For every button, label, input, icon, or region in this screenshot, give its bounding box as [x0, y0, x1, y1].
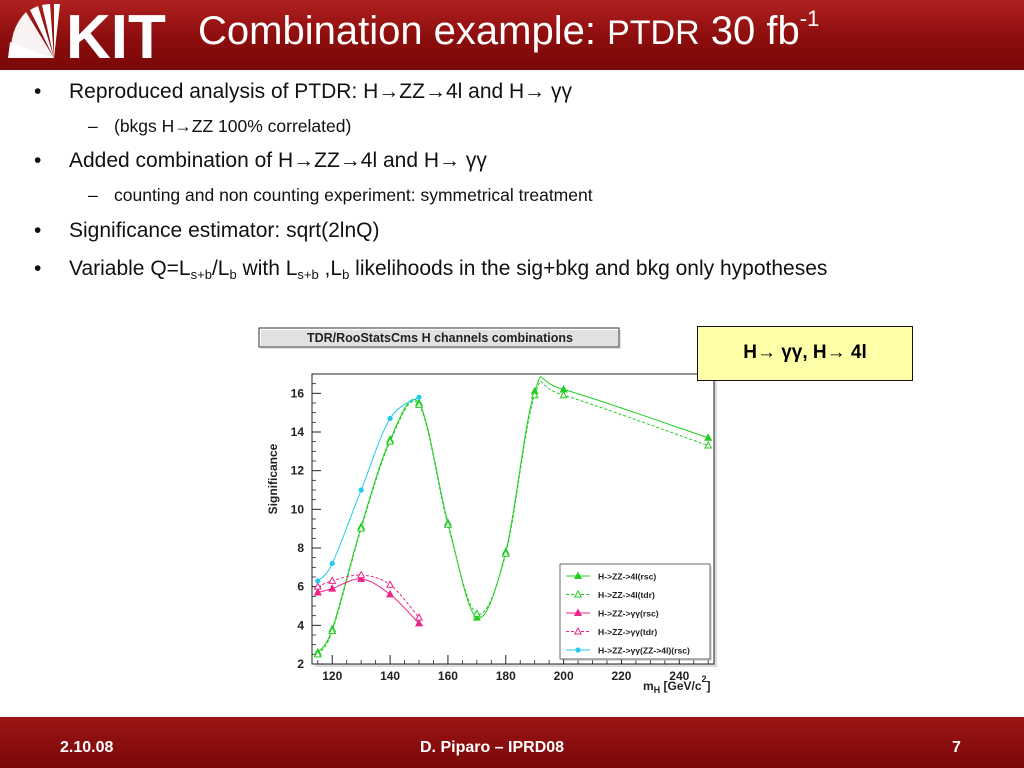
y-axis-label: Significance [266, 443, 280, 514]
data-point-series-2 [501, 549, 510, 557]
data-point-series-2 [386, 437, 395, 445]
y-tick-label: 14 [291, 425, 305, 439]
title-sup: -1 [799, 6, 820, 31]
data-point-series-5 [387, 415, 393, 422]
legend-entry: H->ZZ->γγ(rsc) [598, 609, 659, 619]
legend-entry: H->ZZ->γγ(ZZ->4l)(rsc) [598, 646, 690, 656]
data-point-series-2 [704, 440, 713, 449]
y-tick-label: 2 [297, 657, 304, 671]
y-tick-label: 16 [291, 386, 305, 400]
slide-header: KIT Combination example: PTDR 30 fb-1 [0, 0, 1024, 70]
bullet-3-text: Significance estimator: sqrt(2lnQ) [69, 219, 380, 242]
series-line-1 [317, 376, 709, 653]
data-point-series-4 [357, 570, 366, 579]
data-point-series-3 [357, 574, 366, 582]
x-tick-label: 140 [380, 669, 400, 683]
data-point-series-3 [313, 587, 322, 596]
legend-entry: H->ZZ->4l(rsc) [598, 572, 656, 582]
title-main: Combination example: [198, 9, 608, 53]
data-point-series-5 [416, 394, 422, 400]
data-point-series-3 [328, 584, 337, 592]
data-point-series-4 [313, 582, 322, 590]
kit-logo-text: KIT [66, 3, 166, 64]
x-tick-label: 180 [496, 669, 516, 683]
title-small: PTDR [607, 14, 700, 52]
chart-title-box [258, 327, 620, 348]
data-point-series-1 [704, 433, 713, 441]
y-tick-label: 4 [297, 618, 304, 632]
y-tick-label: 8 [297, 541, 304, 555]
x-tick-label: 240 [669, 669, 689, 683]
data-point-series-2 [559, 390, 568, 399]
y-tick-label: 6 [297, 580, 304, 594]
data-point-series-4 [328, 576, 337, 584]
data-point-series-3 [386, 589, 395, 598]
x-tick-label: 120 [322, 669, 342, 683]
data-point-series-1 [472, 613, 481, 621]
x-tick-label: 220 [611, 669, 631, 683]
legend-marker [573, 608, 583, 616]
x-tick-label: 160 [438, 669, 458, 683]
significance-chart: TDR/RooStatsCms H channels combinations … [255, 326, 725, 696]
footer-author: D. Piparo – IPRD08 [420, 739, 565, 756]
y-tick-label: 10 [291, 502, 305, 516]
slide-title: Combination example: PTDR 30 fb-1 [198, 6, 819, 54]
series-line-2 [317, 381, 709, 655]
data-point-series-4 [386, 580, 395, 588]
data-point-series-2 [328, 626, 337, 635]
bullet-2-sub-text: counting and non counting experiment: sy… [114, 185, 593, 205]
data-point-series-2 [414, 400, 424, 408]
footer-date: 2.10.08 [60, 739, 114, 756]
data-point-series-2 [357, 524, 366, 532]
legend-marker [573, 589, 583, 598]
channels-note-box: H→ γγ, H→ 4l [697, 326, 913, 381]
x-tick-label: 200 [554, 669, 574, 683]
legend-marker [573, 571, 583, 579]
bullet-2-text: Added combination of H→ZZ→4l and H→ γγ [69, 149, 487, 172]
chart-title: TDR/RooStatsCms H channels combinations [307, 331, 573, 345]
bullet-1-text: Reproduced analysis of PTDR: H→ZZ→4l and… [69, 80, 573, 103]
data-point-series-5 [315, 578, 321, 584]
data-point-series-3 [414, 618, 424, 627]
bullet-4-text: Variable Q=Ls+b/Lb with Ls+b ,Lb likelih… [69, 257, 828, 282]
footer-page-number: 7 [952, 739, 961, 756]
slide-footer: 2.10.08 D. Piparo – IPRD08 7 [0, 717, 1024, 768]
x-axis-label: mH [GeV/c2] [643, 674, 711, 695]
data-point-series-2 [313, 649, 322, 658]
legend-marker [573, 626, 583, 635]
legend-marker [575, 647, 581, 653]
title-tail: 30 fb [699, 9, 800, 53]
data-point-series-5 [358, 487, 364, 493]
data-point-series-2 [443, 520, 452, 528]
data-point-series-5 [329, 560, 335, 567]
data-point-series-2 [530, 390, 539, 399]
data-point-series-2 [472, 609, 481, 617]
channels-note-text: H→ γγ, H→ 4l [743, 342, 867, 363]
legend-entry: H->ZZ->4l(tdr) [598, 590, 655, 600]
data-point-series-4 [414, 613, 424, 621]
legend-box [559, 563, 711, 660]
y-tick-label: 12 [291, 464, 305, 478]
kit-logo: KIT [8, 3, 166, 64]
legend-entry: H->ZZ->γγ(tdr) [598, 627, 657, 637]
bullet-1-sub-text: (bkgs H→ZZ 100% correlated) [114, 116, 352, 136]
